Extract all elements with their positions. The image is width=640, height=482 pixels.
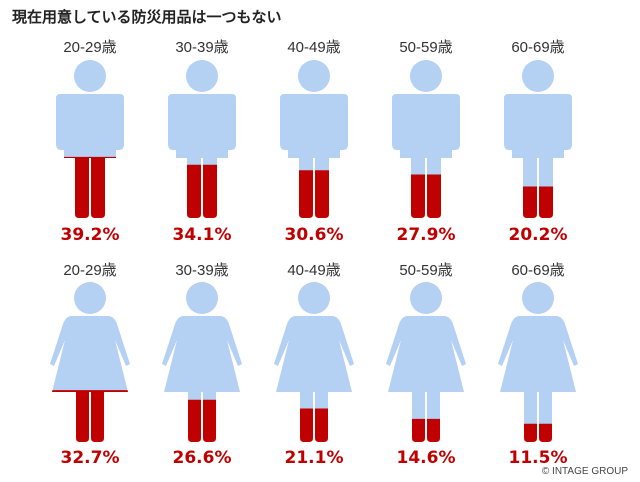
- male-figure-1-body: [168, 94, 236, 218]
- female-figure-icon: [162, 282, 242, 442]
- age-label: 60-69歳: [511, 262, 564, 279]
- male-figure-2-body: [280, 94, 348, 218]
- female-figure-4-fill-body: [524, 423, 552, 442]
- male-figure-4-head: [522, 60, 554, 92]
- female-figure-icon: [274, 282, 354, 442]
- male-figure-1-fill-body: [187, 164, 217, 218]
- age-label: 50-59歳: [399, 262, 452, 279]
- female-figure-1-head: [186, 282, 218, 314]
- chart-title: 現在用意している防災用品は一つもない: [12, 8, 282, 26]
- age-label: 30-39歳: [175, 262, 228, 279]
- percent-label: 34.1%: [173, 225, 232, 245]
- male-figure-0-head: [74, 60, 106, 92]
- female-figure-1-body: [162, 316, 242, 442]
- male-figure-4-body: [504, 94, 572, 218]
- female-figure-2-fill-body: [300, 408, 328, 442]
- female-figure-3-fill-body: [412, 418, 440, 442]
- value-fill: [411, 174, 441, 218]
- percent-label: 20.2%: [509, 225, 568, 245]
- female-figure-0-head: [74, 282, 106, 314]
- male-figure-icon: [280, 60, 348, 218]
- female-figure-3-head: [410, 282, 442, 314]
- value-fill: [300, 408, 328, 442]
- age-label: 50-59歳: [399, 39, 452, 56]
- percent-label: 21.1%: [285, 448, 344, 468]
- age-label: 20-29歳: [63, 39, 116, 56]
- value-fill: [299, 170, 329, 218]
- male-figure-icon: [56, 60, 124, 218]
- age-label: 40-49歳: [287, 39, 340, 56]
- male-figure-icon: [392, 60, 460, 218]
- female-figure-3-body: [386, 316, 466, 442]
- male-figure-icon: [504, 60, 572, 218]
- female-figure-2-head: [298, 282, 330, 314]
- value-fill: [412, 418, 440, 442]
- male-figure-3-head: [410, 60, 442, 92]
- female-figure-2-body: [274, 316, 354, 442]
- male-figure-1-head: [186, 60, 218, 92]
- percent-label: 14.6%: [397, 448, 456, 468]
- age-label: 20-29歳: [63, 262, 116, 279]
- male-figure-2-head: [298, 60, 330, 92]
- percent-label: 27.9%: [397, 225, 456, 245]
- age-label: 40-49歳: [287, 262, 340, 279]
- value-fill: [64, 156, 116, 218]
- male-figure-3-fill-body: [411, 174, 441, 218]
- percent-label: 26.6%: [173, 448, 232, 468]
- age-label: 60-69歳: [511, 39, 564, 56]
- copyright-notice: © INTAGE GROUP: [541, 466, 628, 477]
- female-figure-icon: [498, 282, 578, 442]
- value-fill: [187, 164, 217, 218]
- female-figure-1-fill-body: [188, 399, 216, 442]
- male-figure-0-body: [56, 94, 124, 218]
- female-figure-4-body: [498, 316, 578, 442]
- female-figure-icon: [50, 282, 130, 442]
- female-figure-icon: [386, 282, 466, 442]
- percent-label: 30.6%: [285, 225, 344, 245]
- percent-label: 32.7%: [61, 448, 120, 468]
- female-figure-0-body: [50, 316, 130, 442]
- male-figure-icon: [168, 60, 236, 218]
- value-fill: [523, 186, 553, 218]
- male-figure-3-body: [392, 94, 460, 218]
- percent-label: 39.2%: [61, 225, 120, 245]
- male-figure-4-fill-body: [523, 186, 553, 218]
- percent-label: 11.5%: [509, 448, 568, 468]
- value-fill: [524, 423, 552, 442]
- value-fill: [188, 399, 216, 442]
- male-figure-0-fill-body: [64, 156, 116, 218]
- female-figure-4-head: [522, 282, 554, 314]
- age-label: 30-39歳: [175, 39, 228, 56]
- male-figure-2-fill-body: [299, 170, 329, 218]
